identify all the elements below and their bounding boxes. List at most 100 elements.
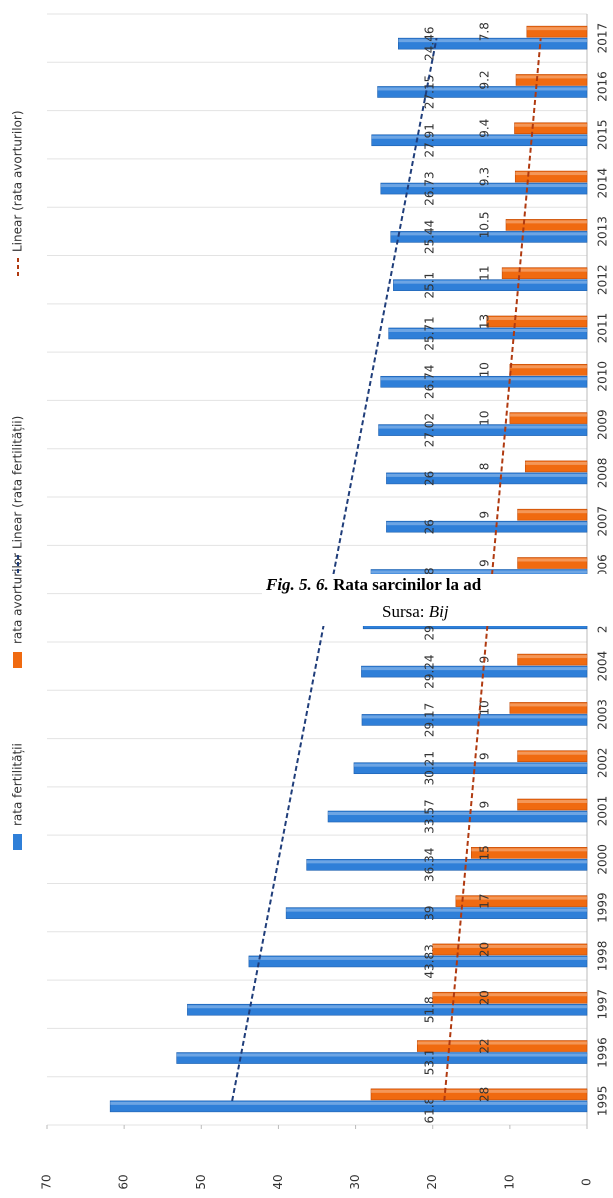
bar-shine	[517, 510, 587, 514]
bar	[386, 472, 588, 485]
y-tick-label: 2008	[596, 458, 610, 489]
legend-label: rata fertilității	[11, 743, 25, 826]
bar	[486, 315, 588, 328]
bar-shine	[110, 1101, 588, 1105]
bar-shine	[455, 896, 587, 900]
bar-shine	[516, 75, 587, 79]
data-label: 25.1	[423, 272, 437, 299]
data-label: 24.46	[423, 26, 437, 60]
bar	[377, 86, 588, 98]
bar-shine	[306, 860, 587, 864]
bar	[501, 267, 588, 279]
bar	[176, 1052, 588, 1064]
bar	[517, 798, 588, 811]
bar-shine	[380, 184, 587, 188]
bar	[388, 327, 588, 340]
legend-label: Linear (rata avorturilor)	[11, 110, 25, 252]
bar-shine	[432, 944, 587, 948]
bar	[517, 750, 588, 763]
bar	[361, 665, 588, 678]
bar	[361, 714, 588, 726]
caption-bg	[262, 574, 613, 626]
data-label: 9	[478, 752, 492, 760]
data-label: 29.17	[423, 703, 437, 737]
bar-shine	[393, 280, 587, 284]
y-tick-label: 2016	[596, 71, 610, 102]
bar	[470, 847, 588, 859]
bar	[432, 991, 588, 1004]
trend-line	[443, 38, 542, 1101]
data-label: 8	[478, 463, 492, 471]
data-label: 13	[478, 314, 492, 329]
x-tick-label: 0	[580, 1178, 594, 1186]
y-tick-label: 2002	[596, 747, 610, 778]
data-label: 25.44	[423, 220, 437, 254]
x-tick-label: 40	[271, 1174, 285, 1189]
source-text: Bij	[429, 602, 449, 621]
bar-shine	[502, 268, 587, 272]
data-label: 39	[423, 905, 437, 920]
data-label: 9	[478, 801, 492, 809]
data-label: 26	[423, 519, 437, 534]
x-tick-label: 60	[117, 1174, 131, 1189]
y-tick-label: 1999	[596, 892, 610, 923]
bar-shine	[515, 172, 587, 176]
bar-shine	[371, 135, 587, 139]
source-label: Sursa:	[382, 602, 425, 621]
data-label: 20	[478, 942, 492, 957]
data-label: 36.34	[423, 848, 437, 882]
y-tick-label: 2013	[596, 216, 610, 247]
data-label: 27.91	[423, 123, 437, 157]
caption-source: Sursa: Bij	[382, 602, 449, 621]
bar	[378, 424, 588, 436]
data-label: 10	[478, 410, 492, 425]
bar	[514, 170, 588, 183]
bar-shine	[378, 425, 587, 429]
bar-shine	[514, 123, 587, 127]
bar-shine	[517, 751, 587, 755]
data-label: 10	[478, 700, 492, 715]
bar	[432, 943, 588, 956]
bar	[416, 1040, 588, 1052]
bar-shine	[509, 413, 587, 417]
bar-shine	[386, 473, 587, 477]
bar	[509, 412, 588, 424]
y-tick-label: 2010	[596, 361, 610, 392]
bar-shine	[286, 908, 587, 912]
bar	[380, 375, 588, 388]
bar-shine	[371, 1089, 587, 1093]
y-tick-label: 2009	[596, 409, 610, 440]
y-tick-label: 1995	[596, 1086, 610, 1117]
legend-label: Linear (rata fertilității)	[11, 416, 25, 549]
bar	[515, 74, 588, 86]
bar-shine	[525, 461, 587, 465]
data-label: 22	[478, 1038, 492, 1053]
y-tick-label: 2000	[596, 844, 610, 875]
x-tick-label: 70	[40, 1174, 54, 1189]
data-label: 27.15	[423, 75, 437, 109]
bar	[517, 653, 588, 666]
bar-shine	[353, 763, 587, 767]
bar	[398, 37, 588, 50]
data-label: 9	[478, 559, 492, 567]
bar-shine	[371, 570, 587, 574]
data-label: 25.71	[423, 316, 437, 350]
bar	[380, 182, 588, 195]
bar	[109, 1100, 588, 1113]
bar-shine	[517, 800, 587, 804]
y-tick-label: 2004	[596, 651, 610, 682]
y-tick-label: 2015	[596, 119, 610, 150]
data-label: 20	[478, 990, 492, 1005]
data-label: 9.3	[478, 167, 492, 186]
legend-swatch	[13, 652, 22, 668]
x-tick-label: 50	[194, 1174, 208, 1189]
bar	[353, 762, 588, 775]
caption-figure: Fig. 5. 6.	[265, 575, 329, 594]
bar	[517, 557, 588, 569]
bar-shine	[390, 232, 587, 236]
bar	[509, 702, 588, 714]
bar	[524, 460, 588, 473]
data-label: 9.2	[478, 70, 492, 89]
bar-shine	[526, 27, 587, 31]
y-tick-label: 1996	[596, 1037, 610, 1068]
